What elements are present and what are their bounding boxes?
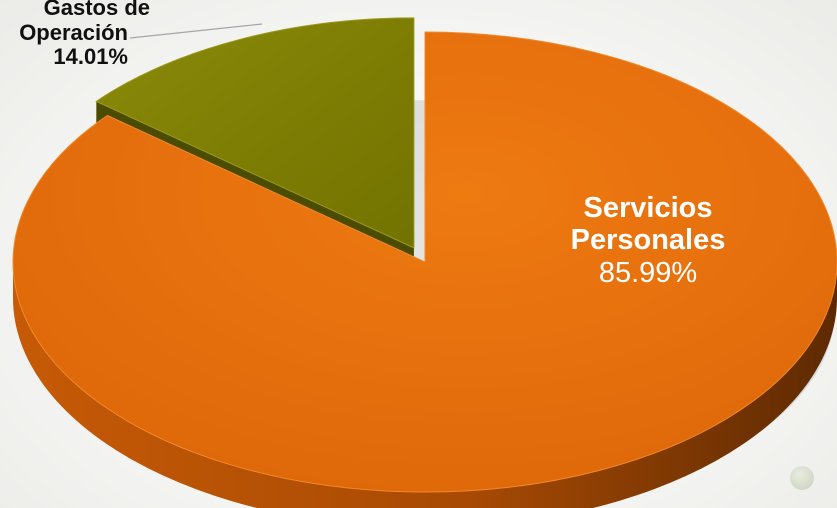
leader-line-gastos — [129, 23, 263, 39]
slice-label-servicios-personales: Servicios Personales 85.99% — [528, 192, 768, 289]
slice-name-line1: Servicios — [583, 192, 713, 224]
slice-servicios — [12, 31, 837, 493]
slice-value-label: 85.99% — [598, 256, 698, 289]
slice-label-gastos-de-operacion: Gastos de Operación 14.01% — [0, 0, 150, 70]
slice-name-line2: Operación — [19, 19, 128, 45]
decorative-dot — [790, 466, 814, 490]
slice-value-label: 14.01% — [53, 44, 128, 70]
slice-name-line1: Gastos de — [43, 0, 150, 20]
slice-name-line2: Personales — [570, 224, 726, 257]
slice-gastos — [95, 17, 415, 249]
